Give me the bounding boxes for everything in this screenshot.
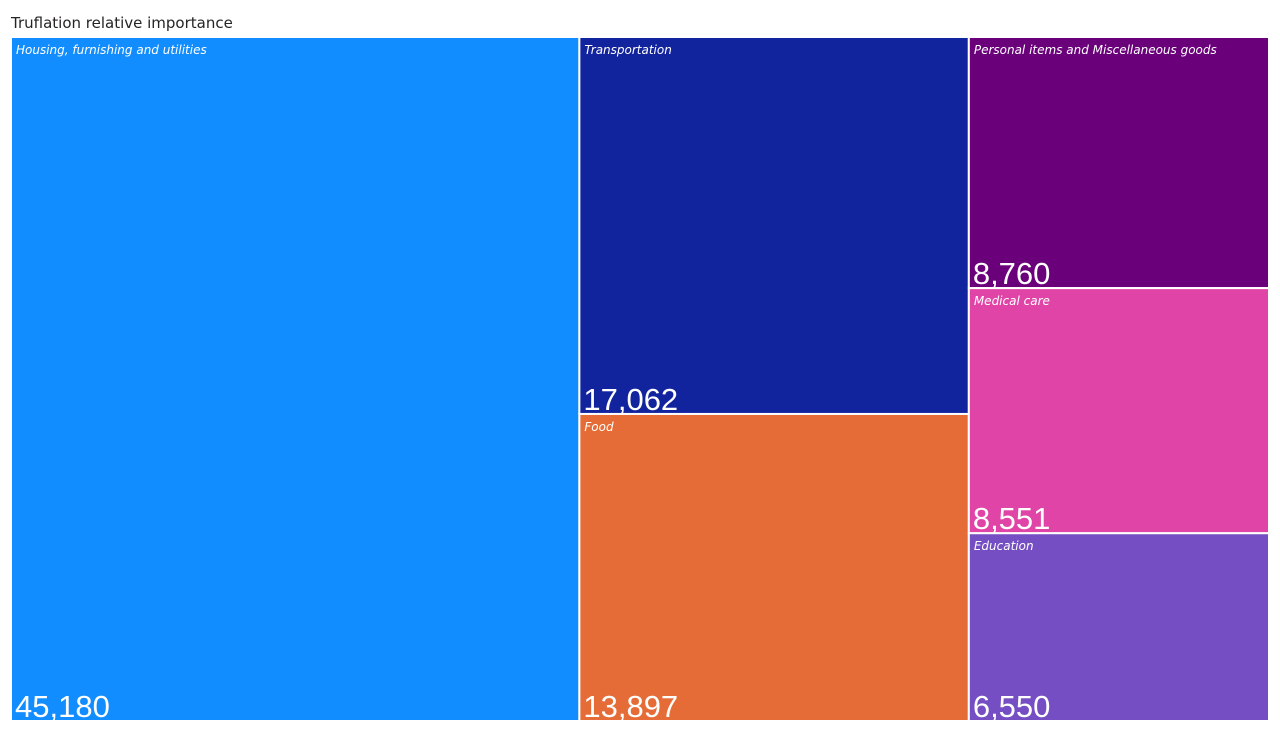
category-label: Housing, furnishing and utilities	[16, 43, 207, 57]
category-label: Education	[974, 539, 1034, 553]
value-label: 45,180	[15, 689, 110, 724]
value-label: 17,062	[583, 382, 678, 417]
category-label: Transportation	[584, 43, 671, 57]
category-label: Medical care	[974, 294, 1050, 308]
treemap-tile	[578, 412, 970, 722]
category-label: Food	[584, 420, 614, 434]
value-label: 6,550	[973, 689, 1051, 724]
category-label: Personal items and Miscellaneous goods	[974, 43, 1217, 57]
value-label: 8,551	[973, 501, 1051, 536]
value-label: 8,760	[973, 256, 1051, 291]
treemap-tile	[578, 36, 970, 415]
value-label: 13,897	[583, 689, 678, 724]
chart-title: Truflation relative importance	[10, 14, 233, 32]
treemap-tile	[967, 287, 1270, 535]
treemap-tile	[967, 36, 1270, 290]
treemap-tile	[10, 36, 581, 722]
treemap-tile	[967, 532, 1270, 722]
